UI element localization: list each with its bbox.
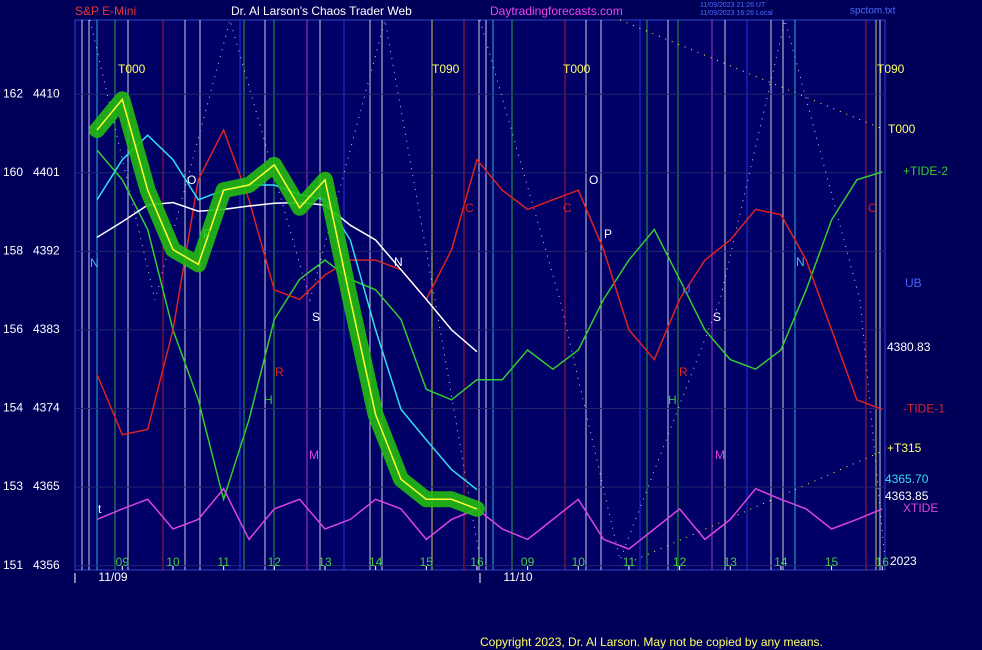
right-label: UB — [905, 276, 922, 290]
date-label: 11/10 — [503, 570, 532, 584]
x-tick-label: 14 — [774, 555, 788, 569]
y2-tick-label: 162 — [3, 86, 23, 100]
x-tick-label: 12 — [268, 555, 282, 569]
annotation: C — [465, 201, 474, 215]
annotation: N — [90, 256, 99, 270]
diagonal — [89, 18, 481, 561]
annotation: P — [604, 227, 612, 241]
x-tick-label: 13 — [318, 555, 332, 569]
right-label: T000 — [888, 122, 916, 136]
annotation: M — [715, 448, 725, 462]
annotation: H — [668, 393, 677, 407]
annotation: N — [394, 255, 403, 269]
annotation: U — [682, 282, 691, 296]
y2-tick-label: 151 — [3, 558, 23, 572]
annotation: t — [98, 502, 102, 516]
right-label: 4380.83 — [887, 340, 931, 354]
y-tick-label: 4374 — [33, 401, 60, 415]
x-tick-label: 10 — [166, 555, 180, 569]
annotation: R — [679, 365, 688, 379]
y2-tick-label: 153 — [3, 479, 23, 493]
annotations: N O P R H M S C N C O P U S R H M N C t — [90, 173, 877, 516]
series-label: XTIDE — [903, 501, 938, 515]
y-tick-label: 4401 — [33, 165, 60, 179]
x-tick-label: 16 — [876, 555, 890, 569]
dotted-diagonals — [89, 18, 886, 562]
series-line — [96, 149, 883, 503]
annotation: R — [275, 365, 284, 379]
timestamp: 11/09/2023 21:26 UT — [700, 2, 766, 9]
annotation: N — [796, 255, 805, 269]
right-label: 4363.85 — [885, 489, 929, 503]
y2-tick-label: 156 — [3, 322, 23, 336]
series-line — [96, 97, 478, 510]
x-tick-label: 16 — [470, 555, 484, 569]
x-tick-label: 09 — [521, 555, 535, 569]
annotation: M — [309, 448, 319, 462]
annotation: C — [563, 201, 572, 215]
series-line — [96, 128, 883, 436]
x-tick-label: 15 — [825, 555, 839, 569]
right-label: 4365.70 — [885, 472, 929, 486]
right-label: +T315 — [887, 441, 922, 455]
chart-title: S&P E-Mini — [75, 4, 136, 18]
y-tick-label: 4410 — [33, 86, 60, 100]
y2-tick-label: 160 — [3, 165, 23, 179]
annotation: S — [713, 310, 721, 324]
x-tick-label: 13 — [724, 555, 738, 569]
annotation: O — [187, 173, 196, 187]
x-tick-label: 15 — [420, 555, 434, 569]
series-line — [96, 487, 883, 550]
top-marker: T000 — [118, 62, 146, 76]
y-tick-label: 4392 — [33, 244, 60, 258]
series-label: +TIDE-2 — [903, 164, 948, 178]
annotation: O — [589, 173, 598, 187]
series-label: -TIDE-1 — [903, 402, 945, 416]
annotation: C — [868, 201, 877, 215]
copyright: Copyright 2023, Dr. Al Larson. May not b… — [480, 635, 823, 649]
y-tick-label: 4383 — [33, 322, 60, 336]
x-tick-label: 11 — [623, 555, 636, 569]
annotation: P — [203, 227, 211, 241]
site: Daytradingforecasts.com — [490, 4, 623, 18]
top-marker: T090 — [432, 62, 460, 76]
x-tick-label: 11 — [217, 555, 230, 569]
x-tick-label: 12 — [673, 555, 687, 569]
x-tick-label: 14 — [369, 555, 383, 569]
y-tick-label: 4365 — [33, 479, 60, 493]
annotation: S — [312, 310, 320, 324]
right-label: 2023 — [890, 554, 917, 568]
cycle-lines — [75, 20, 885, 570]
date-label: 11/09 — [98, 570, 127, 584]
y2-tick-label: 158 — [3, 244, 23, 258]
y-tick-label: 4356 — [33, 558, 60, 572]
annotation: H — [264, 393, 273, 407]
x-tick-label: 09 — [116, 555, 130, 569]
x-tick-label: 10 — [572, 555, 586, 569]
y2-tick-label: 154 — [3, 401, 23, 415]
plot-area — [74, 19, 886, 571]
timestamp: 11/09/2023 16:26 Local — [700, 10, 773, 17]
top-marker: T000 — [563, 62, 591, 76]
top-marker: T090 — [877, 62, 905, 76]
file-name: spctom.txt — [850, 6, 896, 17]
subtitle: Dr. Al Larson's Chaos Trader Web — [231, 4, 412, 18]
